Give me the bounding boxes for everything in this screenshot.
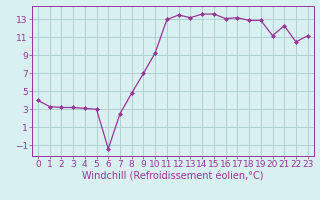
X-axis label: Windchill (Refroidissement éolien,°C): Windchill (Refroidissement éolien,°C): [82, 172, 264, 182]
